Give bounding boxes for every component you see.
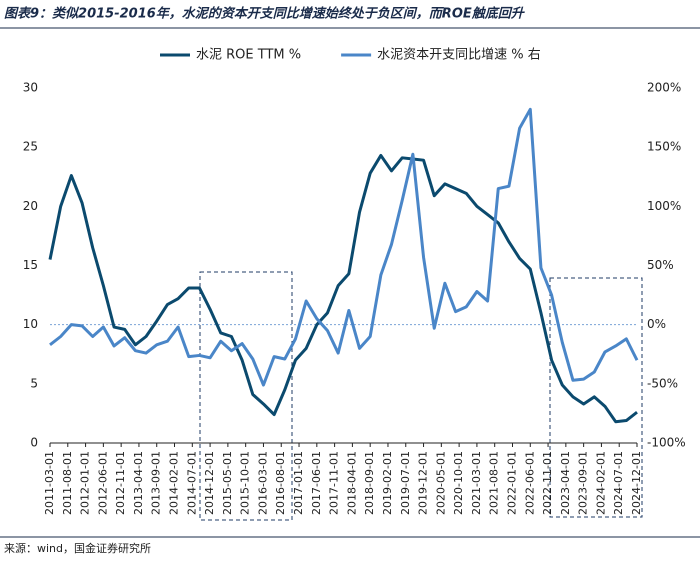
x-tick-label: 2014-12-01: [203, 451, 216, 515]
x-tick-label: 2012-11-01: [114, 451, 127, 515]
y-tick-label: 0: [30, 436, 38, 450]
x-tick-label: 2021-08-01: [488, 451, 501, 515]
x-tick-label: 2023-04-01: [559, 451, 572, 515]
y2-tick-label: 100%: [647, 199, 681, 213]
x-tick-label: 2024-07-01: [612, 451, 625, 515]
y2-tick-label: 0%: [647, 317, 666, 331]
x-tick-label: 2020-05-01: [434, 451, 447, 515]
y2-tick-label: 150%: [647, 140, 681, 154]
y-tick-label: 5: [30, 376, 38, 390]
x-tick-label: 2018-04-01: [345, 451, 358, 515]
y-tick-label: 30: [23, 81, 38, 95]
x-tick-label: 2022-01-01: [505, 451, 518, 515]
x-tick-label: 2011-08-01: [61, 451, 74, 515]
x-tick-label: 2021-03-01: [470, 451, 483, 515]
y-tick-label: 15: [23, 258, 38, 272]
y-tick-label: 25: [23, 140, 38, 154]
series-line: [48, 153, 638, 424]
x-tick-label: 2019-07-01: [399, 451, 412, 515]
x-tick-label: 2018-09-01: [363, 451, 376, 515]
x-tick-label: 2012-01-01: [79, 451, 92, 515]
y2-tick-label: 200%: [647, 81, 681, 95]
x-tick-label: 2019-02-01: [381, 451, 394, 515]
highlight-box: [549, 277, 643, 518]
y-tick-label: 20: [23, 199, 38, 213]
x-tick-label: 2011-03-01: [43, 451, 56, 515]
x-tick-label: 2023-09-01: [577, 451, 590, 515]
x-tick-label: 2016-03-01: [256, 451, 269, 515]
x-tick-label: 2013-04-01: [132, 451, 145, 515]
y2-tick-label: -100%: [647, 436, 686, 450]
legend-label: 水泥 ROE TTM %: [196, 48, 301, 63]
x-tick-label: 2016-08-01: [274, 451, 287, 515]
x-tick-label: 2020-10-01: [452, 451, 465, 515]
x-tick-label: 2015-05-01: [221, 451, 234, 515]
y2-tick-label: 50%: [647, 258, 674, 272]
x-tick-label: 2014-07-01: [185, 451, 198, 515]
legend-label: 水泥资本开支同比增速 % 右: [377, 48, 541, 63]
x-tick-label: 2022-11-01: [541, 451, 554, 515]
x-tick-label: 2019-12-01: [417, 451, 430, 515]
x-tick-label: 2014-02-01: [168, 451, 181, 515]
x-tick-label: 2012-06-01: [96, 451, 109, 515]
series-line: [49, 107, 639, 387]
chart-title: 图表9：类似2015-2016年，水泥的资本开支同比增速始终处于负区间，而ROE…: [4, 6, 526, 22]
x-tick-label: 2024-02-01: [594, 451, 607, 515]
highlight-box: [199, 271, 293, 521]
x-tick-label: 2022-06-01: [523, 451, 536, 515]
x-tick-label: 2015-10-01: [239, 451, 252, 515]
x-tick-label: 2017-11-01: [328, 451, 341, 515]
x-tick-label: 2017-06-01: [310, 451, 323, 515]
y2-tick-label: -50%: [647, 376, 678, 390]
y-tick-label: 10: [23, 317, 38, 331]
x-tick-label: 2024-12-01: [630, 451, 643, 515]
x-tick-label: 2017-01-01: [292, 451, 305, 515]
x-tick-label: 2013-09-01: [150, 451, 163, 515]
source: 来源：wind，国金证券研究所: [4, 541, 151, 555]
